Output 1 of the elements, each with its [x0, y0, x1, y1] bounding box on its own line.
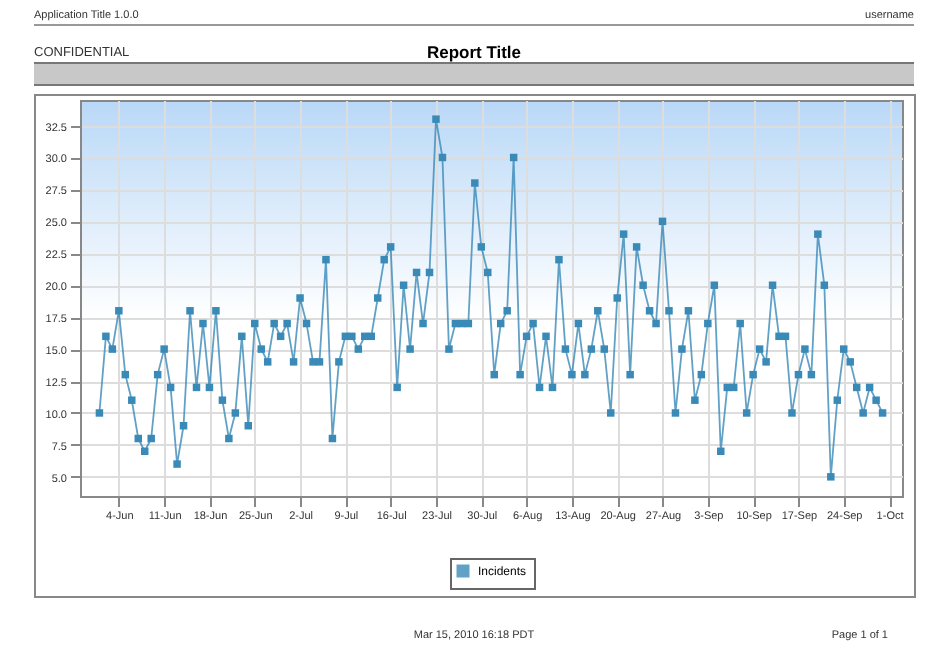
chart-title: Report Title — [426, 42, 522, 62]
